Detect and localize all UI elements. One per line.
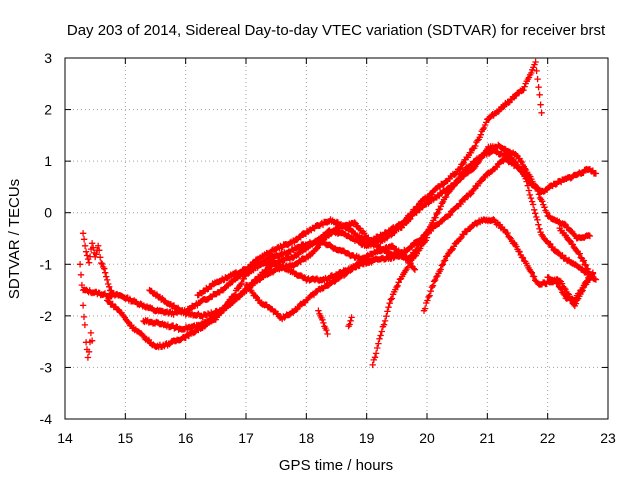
plus-markers xyxy=(544,269,597,304)
plus-markers xyxy=(345,314,355,330)
data-marks xyxy=(76,58,600,369)
y-axis-label: SDTVAR / TECUs xyxy=(6,179,23,299)
y-tick-label: 0 xyxy=(44,205,52,221)
x-tick-label: 15 xyxy=(118,430,134,446)
plus-markers xyxy=(146,141,594,321)
plus-markers xyxy=(315,307,331,338)
series-track-9 xyxy=(544,269,597,304)
series-track-11 xyxy=(76,261,96,361)
x-tick-label: 19 xyxy=(359,430,375,446)
y-tick-label: 3 xyxy=(44,50,52,66)
plus-markers xyxy=(140,237,376,333)
series-track-5 xyxy=(140,237,376,333)
x-tick-label: 18 xyxy=(299,430,315,446)
y-tick-label: -1 xyxy=(40,256,53,272)
plus-markers xyxy=(79,230,117,298)
chart-title: Day 203 of 2014, Sidereal Day-to-day VTE… xyxy=(67,22,606,39)
x-axis-label: GPS time / hours xyxy=(279,457,393,474)
x-tick-label: 17 xyxy=(238,430,254,446)
plus-markers xyxy=(242,242,419,323)
series-track-13 xyxy=(345,314,355,330)
series-track-10 xyxy=(79,230,117,298)
plus-markers xyxy=(76,261,96,361)
x-tick-label: 22 xyxy=(540,430,556,446)
x-tick-label: 20 xyxy=(419,430,435,446)
y-tick-label: -2 xyxy=(40,308,53,324)
y-tick-label: 2 xyxy=(44,102,52,118)
series-track-8 xyxy=(369,234,431,369)
series-track-12 xyxy=(315,307,331,338)
x-tick-label: 16 xyxy=(178,430,194,446)
x-tick-label: 23 xyxy=(600,430,616,446)
grid-layer xyxy=(65,58,608,419)
series-track-7 xyxy=(242,242,419,323)
y-tick-label: 1 xyxy=(44,153,52,169)
series-track-14 xyxy=(556,225,600,283)
x-tick-label: 14 xyxy=(57,430,73,446)
plus-markers xyxy=(556,225,600,283)
plus-markers xyxy=(369,234,431,369)
y-tick-label: -4 xyxy=(40,411,53,427)
x-tick-label: 21 xyxy=(480,430,496,446)
series-track-3 xyxy=(146,141,594,321)
plot-frame xyxy=(64,57,609,420)
y-tick-label: -3 xyxy=(40,359,53,375)
